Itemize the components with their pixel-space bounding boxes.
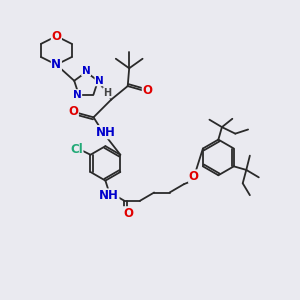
Text: H: H xyxy=(103,88,111,98)
Text: N: N xyxy=(51,58,62,71)
Text: N: N xyxy=(95,76,104,86)
Text: O: O xyxy=(123,207,133,220)
Text: O: O xyxy=(142,84,152,97)
Text: Cl: Cl xyxy=(70,143,83,156)
Text: NH: NH xyxy=(99,189,119,202)
Text: O: O xyxy=(189,170,199,183)
Text: N: N xyxy=(82,66,91,76)
Text: O: O xyxy=(68,105,78,118)
Text: NH: NH xyxy=(95,126,116,139)
Text: N: N xyxy=(73,90,82,100)
Text: O: O xyxy=(51,30,62,43)
